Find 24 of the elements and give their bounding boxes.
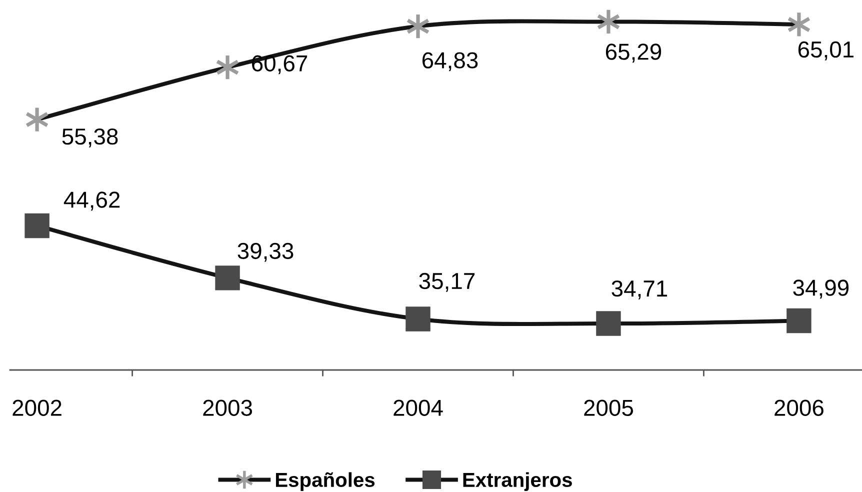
data-label: 34,71: [612, 280, 668, 300]
legend-label: Extranjeros: [463, 472, 572, 491]
data-label: 55,38: [62, 128, 118, 148]
data-label: 35,17: [419, 272, 475, 292]
x-tick-label: 2005: [584, 400, 634, 416]
point: [596, 311, 621, 336]
data-label: 44,62: [64, 192, 120, 211]
data-label: 65,29: [606, 44, 662, 63]
data-label: 65,01: [798, 41, 854, 60]
point: [25, 106, 50, 134]
x-tick-label: 2003: [203, 400, 252, 416]
x-tick-label: 2006: [774, 400, 824, 416]
point: [24, 213, 50, 238]
point: [786, 10, 811, 38]
legend-label: Españoles: [276, 472, 375, 491]
x-tick-label: 2004: [394, 400, 443, 416]
data-label: 60,67: [252, 55, 308, 74]
point: [215, 266, 240, 290]
data-label: 39,33: [238, 242, 294, 262]
x-tick-label: 2002: [12, 400, 62, 416]
point: [406, 306, 430, 332]
data-label: 64,83: [422, 52, 478, 72]
data-label: 34,99: [793, 280, 849, 299]
point: [786, 308, 812, 334]
